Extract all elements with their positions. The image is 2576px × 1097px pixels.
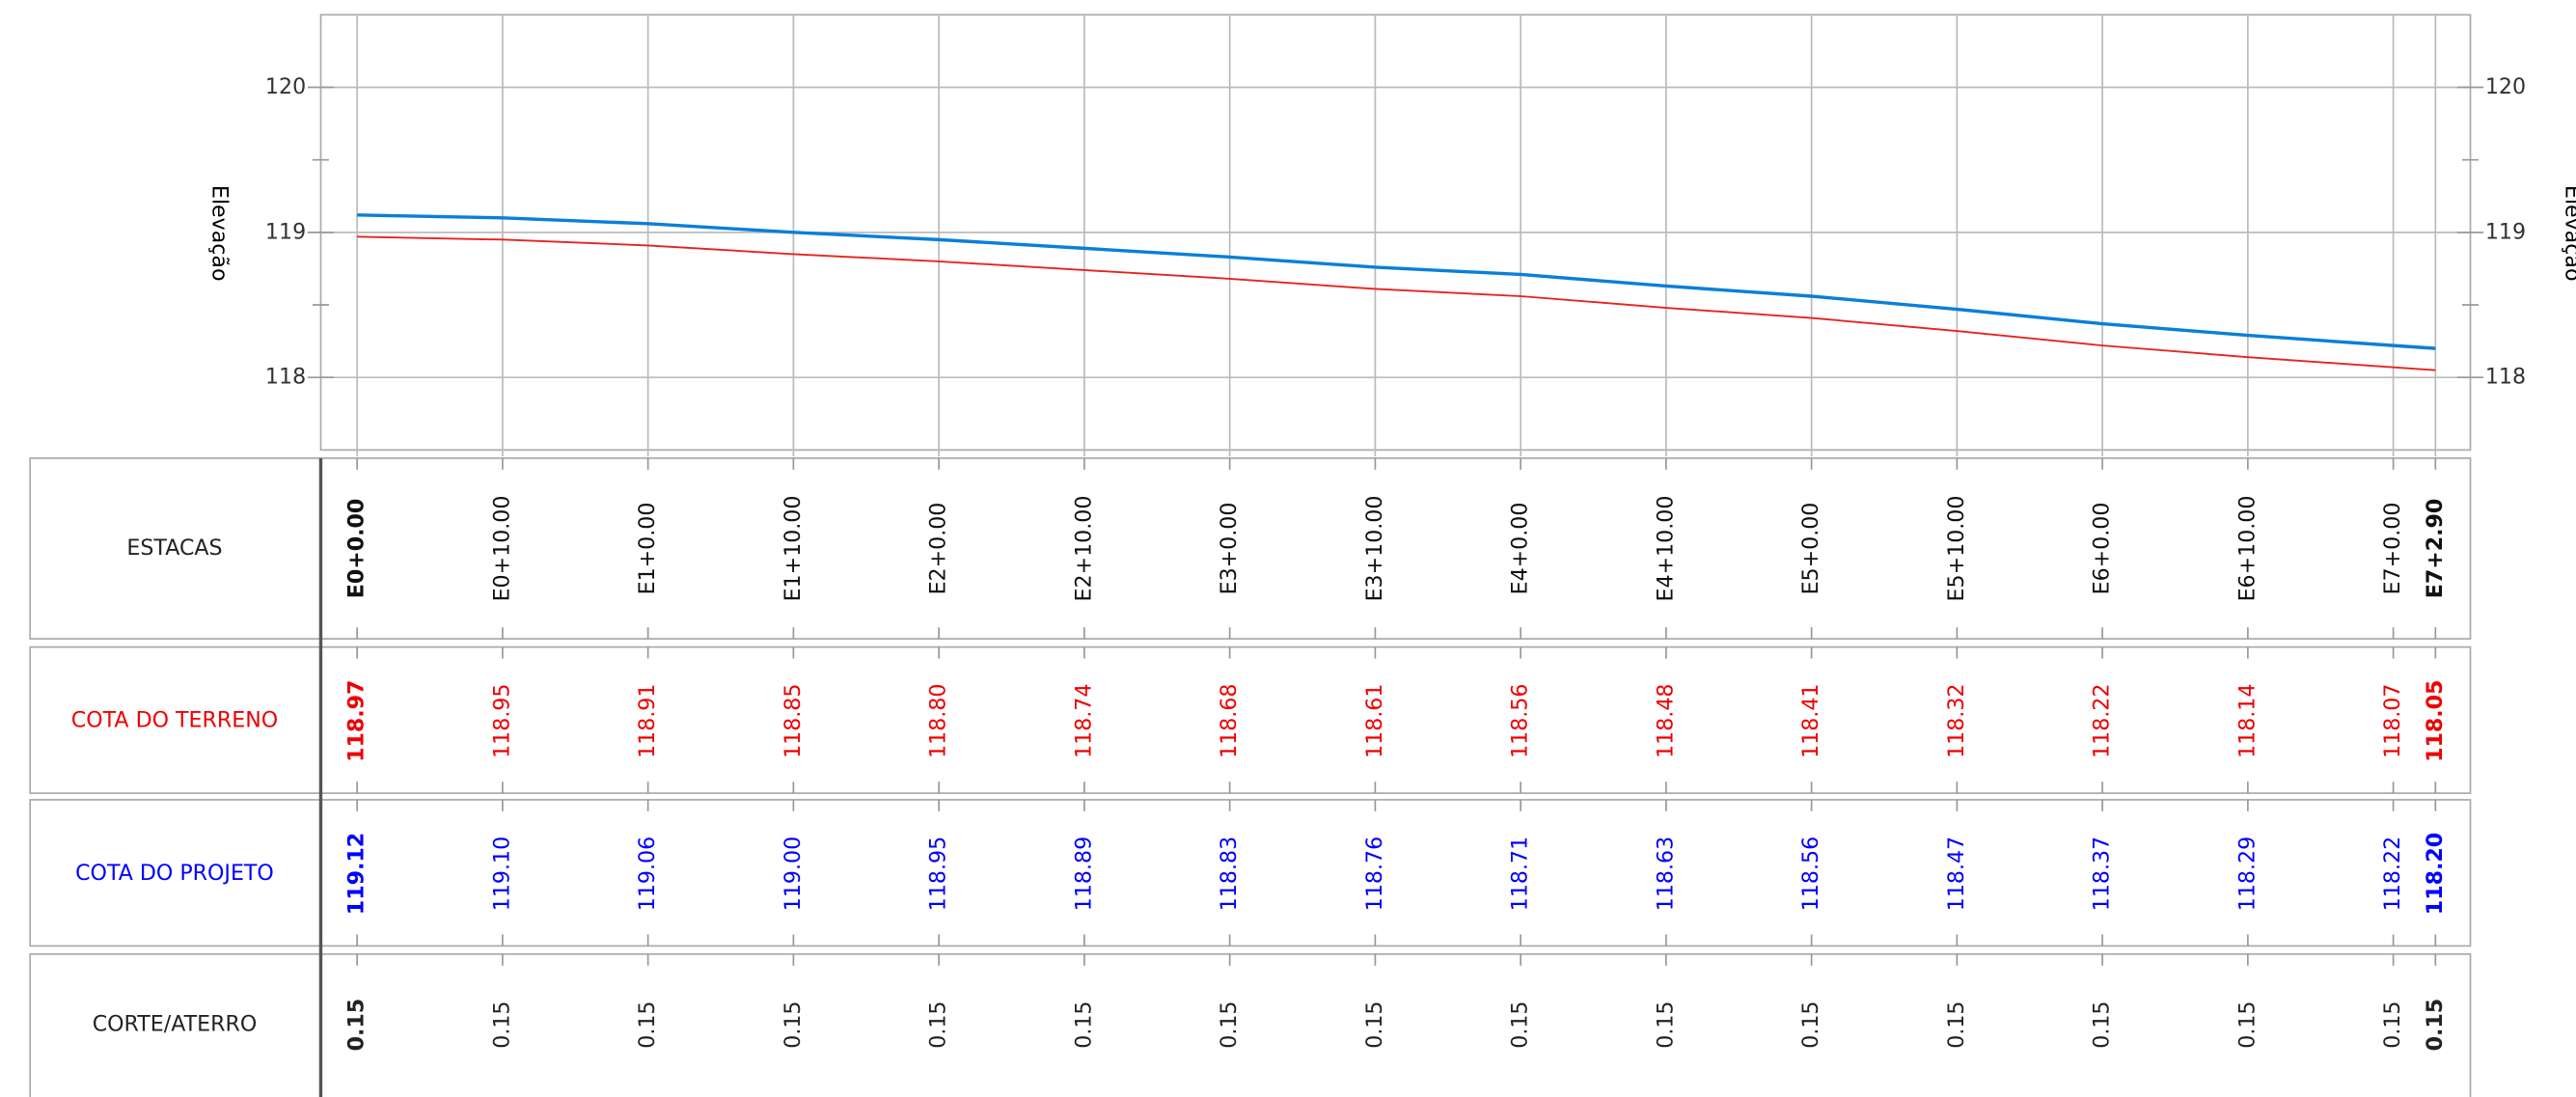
value-label: 0.15 [1798,1001,1823,1048]
station-label: E0+0.00 [344,499,370,599]
value-label: 0.15 [1944,1001,1969,1048]
row-frame [29,953,2472,1097]
station-label: E4+0.00 [1508,503,1533,595]
y-tick-label: 118 [265,365,306,390]
value-label: 119.00 [781,836,806,911]
station-label: E2+10.00 [1071,496,1096,602]
line [357,213,2436,350]
row-frame [29,645,2472,794]
value-label: 118.20 [2423,833,2448,915]
value-label: 118.56 [1508,684,1533,758]
value-label: 118.61 [1362,684,1387,758]
value-label: 0.15 [1071,1001,1096,1048]
value-label: 118.05 [2423,680,2448,762]
row-header: ESTACAS [126,535,222,561]
value-label: 0.15 [2234,1001,2260,1048]
station-label: E6+10.00 [2234,496,2260,602]
station-label: E4+10.00 [1653,496,1678,602]
value-label: 118.83 [1217,836,1242,911]
row-frame [29,457,2472,640]
value-label: 118.95 [926,836,951,911]
value-label: 118.22 [2090,684,2115,758]
value-label: 119.12 [344,833,370,915]
value-label: 118.85 [781,684,806,758]
value-label: 118.89 [1071,836,1096,911]
row-header: COTA DO PROJETO [75,861,274,886]
value-label: 118.48 [1653,684,1678,758]
y-tick-label: 118 [2485,365,2526,390]
value-label: 118.41 [1798,684,1823,758]
value-label: 118.95 [489,684,514,758]
value-label: 0.15 [926,1001,951,1048]
row-header: COTA DO TERRENO [71,708,278,733]
value-label: 118.47 [1944,836,1969,911]
value-label: 118.91 [635,684,660,758]
station-label: E1+10.00 [781,496,806,602]
value-label: 118.76 [1362,836,1387,911]
row-header: CORTE/ATERRO [93,1012,258,1037]
value-label: 119.06 [635,836,660,911]
value-label: 118.63 [1653,836,1678,911]
value-label: 0.15 [781,1001,806,1048]
value-label: 118.71 [1508,836,1533,911]
station-label: E3+10.00 [1362,496,1387,602]
value-label: 118.68 [1217,684,1242,758]
value-label: 118.74 [1071,684,1096,758]
value-label: 0.15 [2423,999,2448,1052]
station-label: E1+0.00 [635,503,660,595]
line [357,235,2436,371]
value-label: 118.97 [344,680,370,762]
y-tick-label: 119 [2485,219,2526,244]
value-label: 118.07 [2380,684,2405,758]
value-label: 0.15 [1217,1001,1242,1048]
value-label: 0.15 [1508,1001,1533,1048]
value-label: 118.37 [2090,836,2115,911]
value-label: 0.15 [489,1001,514,1048]
y-tick-label: 119 [265,219,306,244]
station-label: E3+0.00 [1217,503,1242,595]
value-label: 0.15 [2090,1001,2115,1048]
value-label: 119.10 [489,836,514,911]
value-label: 0.15 [344,999,370,1052]
station-label: E5+0.00 [1798,503,1823,595]
value-label: 118.80 [926,684,951,758]
station-label: E2+0.00 [926,503,951,595]
y-tick-label: 120 [265,74,306,99]
row-frame [29,799,2472,947]
value-label: 0.15 [1653,1001,1678,1048]
station-label: E7+2.90 [2423,499,2448,599]
value-label: 118.32 [1944,684,1969,758]
station-label: E7+0.00 [2380,503,2405,595]
value-label: 0.15 [2380,1001,2405,1048]
station-label: E6+0.00 [2090,503,2115,595]
y-axis-label: Elevação [206,185,232,282]
value-label: 0.15 [635,1001,660,1048]
station-label: E5+10.00 [1944,496,1969,602]
value-label: 0.15 [1362,1001,1387,1048]
value-label: 118.14 [2234,684,2260,758]
y-axis-label: Elevação [2561,185,2576,282]
y-tick-label: 120 [2485,74,2526,99]
value-label: 118.56 [1798,836,1823,911]
value-label: 118.22 [2380,836,2405,911]
station-label: E0+10.00 [489,496,514,602]
value-label: 118.29 [2234,836,2260,911]
